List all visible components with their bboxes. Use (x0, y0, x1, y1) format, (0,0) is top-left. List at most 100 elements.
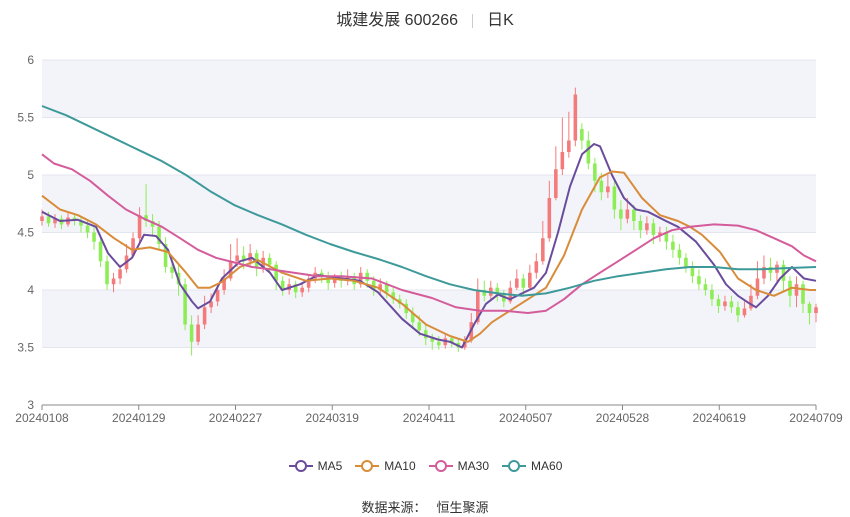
candle-body (157, 226, 161, 244)
candle-body (729, 301, 734, 308)
candle-body (593, 163, 597, 181)
candle-body (554, 169, 558, 198)
candle-body (567, 140, 571, 152)
candle-body (150, 221, 155, 227)
candle-body (502, 294, 506, 302)
candle-body (365, 272, 369, 281)
candle-body (79, 221, 83, 226)
legend-marker-icon (288, 459, 313, 472)
candle-body (664, 232, 669, 242)
candle-body (241, 255, 246, 262)
candle-body (53, 218, 57, 224)
stock-name: 城建发展 600266 (336, 12, 459, 29)
candle-body (807, 303, 812, 313)
candle-body (736, 307, 740, 316)
band (42, 290, 816, 348)
source-value: 恒生聚源 (436, 500, 489, 515)
candle-body (625, 209, 630, 219)
candle-body (781, 264, 786, 281)
candle-body (423, 330, 428, 339)
candle-body (40, 216, 44, 221)
candle-body (436, 341, 441, 346)
candle-body (248, 253, 252, 262)
candle-body (378, 284, 383, 290)
candle-body (417, 322, 422, 331)
candle-body (85, 225, 90, 233)
candle-body (202, 307, 207, 325)
y-tick-label: 3.5 (17, 341, 34, 355)
candle-body (677, 249, 682, 258)
legend-item-ma30[interactable]: MA30 (428, 458, 489, 473)
candle-body (280, 280, 285, 290)
candle-body (547, 198, 552, 239)
candle-body (723, 301, 727, 307)
candle-body (144, 215, 148, 221)
y-tick-label: 5 (27, 168, 34, 182)
candle-body (651, 223, 656, 235)
candle-body (495, 287, 500, 295)
legend-marker-icon (428, 459, 453, 472)
title-separator (472, 13, 474, 28)
candle-body (384, 284, 389, 293)
legend-item-ma10[interactable]: MA10 (354, 458, 416, 473)
ma-line-ma10 (41, 170, 816, 343)
x-tick-label: 20240709 (789, 411, 843, 425)
x-axis: 20240108 20240129 20240227 20240319 20240411… (15, 404, 843, 425)
candle-body (222, 278, 226, 290)
candle-body (235, 255, 239, 262)
candle-body (319, 272, 324, 277)
candle-body (306, 278, 311, 288)
legend-label: MA60 (531, 458, 563, 473)
candle-body (111, 278, 116, 285)
legend-marker-icon (502, 459, 527, 472)
candle-body (541, 238, 545, 262)
ma-line-ma60 (41, 105, 817, 297)
candle-body (612, 186, 617, 210)
candle-body (684, 257, 688, 267)
legend-item-ma60[interactable]: MA60 (501, 458, 562, 473)
candle-body (332, 278, 337, 284)
candle-body (690, 267, 695, 277)
candle-body (632, 209, 636, 221)
legend-label: MA30 (457, 458, 490, 473)
candle-body (814, 307, 818, 313)
candle-body (560, 152, 565, 170)
moving-average-lines (41, 105, 817, 349)
candle-body (599, 180, 604, 193)
x-tick-label: 20240108 (15, 411, 69, 425)
candle-body (573, 94, 578, 141)
candle-body (98, 241, 103, 262)
candle-body (619, 209, 623, 219)
candle-body (521, 278, 526, 288)
x-tick-label: 20240528 (596, 411, 650, 425)
candle-body (430, 338, 435, 342)
y-tick-label: 4.5 (17, 226, 34, 240)
x-tick-label: 20240129 (112, 411, 166, 425)
band (42, 175, 816, 233)
candle-body (586, 140, 591, 164)
candle-body (710, 290, 714, 300)
candlesticks (40, 87, 818, 356)
candle-body (189, 324, 194, 342)
y-tick-label: 5.5 (17, 111, 34, 125)
legend-item-ma5[interactable]: MA5 (288, 458, 342, 473)
candle-body (749, 295, 753, 309)
candle-body (92, 232, 96, 242)
candle-body (703, 284, 708, 290)
x-tick-label: 20240227 (209, 411, 263, 425)
candle-body (118, 269, 122, 279)
chart-title: 城建发展 600266 日K (0, 6, 850, 30)
candle-body (300, 287, 304, 293)
candle-body (410, 313, 415, 323)
candle-body (183, 284, 187, 325)
candle-body (371, 280, 376, 290)
source-label: 数据来源： (361, 500, 427, 515)
y-tick-label: 3 (27, 398, 34, 412)
candle-body (449, 338, 454, 343)
candle-body (801, 284, 805, 304)
candle-body (697, 276, 701, 285)
x-tick-label: 20240619 (693, 411, 747, 425)
candle-body (755, 278, 760, 296)
candle-body (163, 244, 168, 267)
period-label: 日K (487, 12, 514, 29)
